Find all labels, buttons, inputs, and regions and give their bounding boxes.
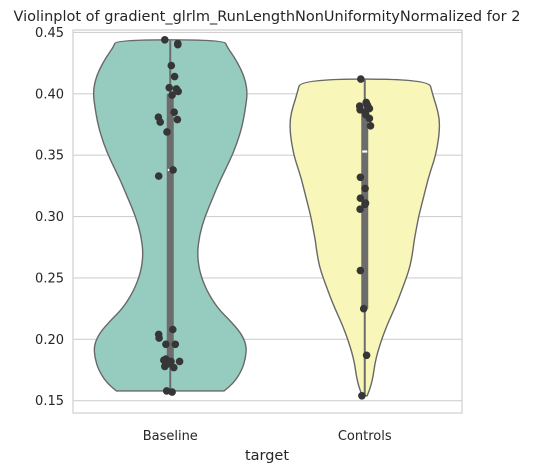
data-point — [156, 118, 164, 126]
data-point — [161, 36, 169, 44]
plot-frame — [72, 29, 463, 414]
data-point — [171, 340, 180, 349]
data-point — [365, 114, 374, 123]
y-tick-label: 0.25 — [35, 271, 64, 286]
data-point — [167, 61, 176, 70]
data-point — [170, 108, 178, 116]
x-tick-label: Controls — [338, 429, 392, 444]
y-tick-label: 0.45 — [35, 26, 64, 41]
x-axis-label: target — [245, 448, 289, 464]
y-tick-label: 0.20 — [35, 333, 64, 348]
data-point — [154, 172, 163, 180]
data-point — [357, 75, 365, 83]
data-point — [356, 266, 365, 275]
data-point — [163, 128, 171, 136]
data-point — [361, 184, 369, 193]
x-tick-label: Baseline — [143, 429, 198, 444]
y-tick-label: 0.30 — [35, 210, 64, 225]
data-point — [168, 388, 176, 396]
median-marker — [362, 150, 368, 153]
data-point — [366, 122, 375, 130]
data-point — [169, 325, 177, 334]
data-point — [358, 392, 366, 400]
y-tick-label: 0.35 — [35, 149, 64, 164]
data-point — [174, 40, 182, 49]
data-point — [174, 87, 182, 96]
y-tick-label: 0.15 — [35, 394, 64, 409]
data-point — [361, 200, 369, 209]
data-point — [362, 351, 371, 360]
data-point — [162, 340, 170, 349]
chart-title: Violinplot of gradient_glrlm_RunLengthNo… — [14, 9, 521, 25]
data-point — [168, 91, 176, 99]
data-point — [356, 194, 365, 202]
data-point — [359, 304, 368, 313]
strip-points — [154, 36, 375, 400]
data-point — [356, 173, 365, 182]
y-tick-labels: 0.15 0.20 0.25 0.30 0.35 0.40 0.45 — [35, 26, 64, 409]
x-tick-labels: Baseline Controls — [143, 429, 392, 444]
data-point — [173, 115, 182, 124]
data-point — [155, 334, 163, 342]
data-point — [170, 363, 178, 372]
data-point — [356, 205, 364, 213]
data-point — [175, 357, 184, 366]
data-point — [161, 362, 169, 371]
iqr-box — [166, 93, 174, 359]
iqr-box — [361, 108, 369, 309]
y-tick-label: 0.40 — [35, 87, 64, 102]
data-point — [169, 166, 177, 174]
data-point — [165, 83, 173, 92]
data-point — [170, 72, 179, 81]
